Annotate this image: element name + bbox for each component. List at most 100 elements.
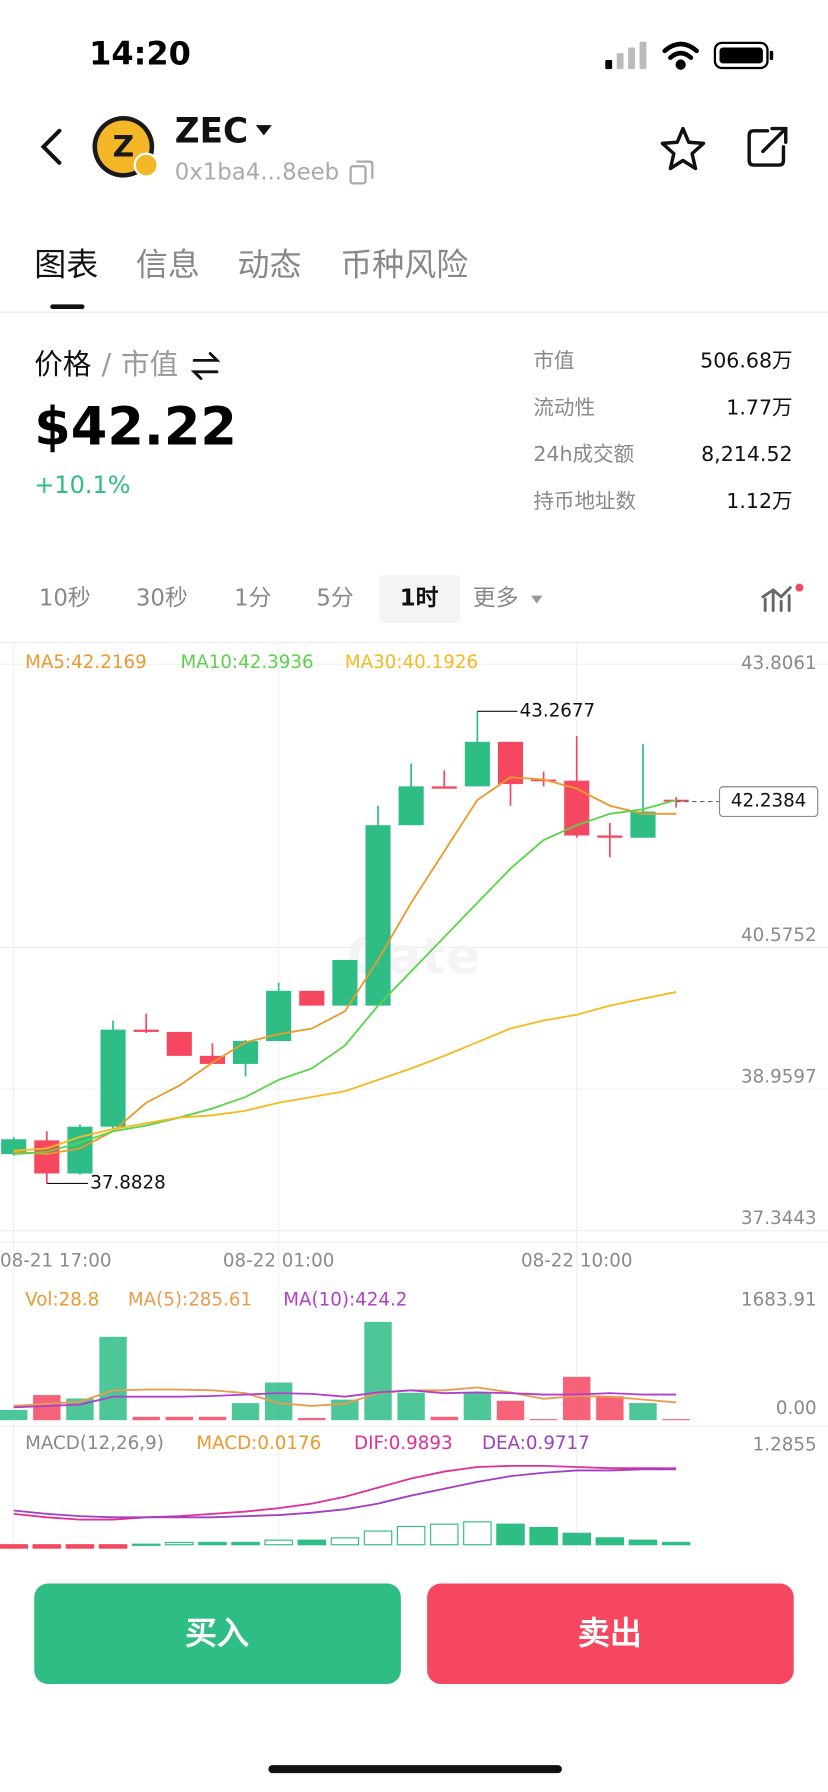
token-address: 0x1ba4...8eeb [175, 160, 339, 186]
token-symbol[interactable]: ZEC [175, 112, 248, 152]
stat-value: 1.12万 [726, 489, 792, 513]
timeframe[interactable]: 1分 [234, 586, 271, 612]
volume-bar [496, 1400, 525, 1421]
candle-body [365, 825, 391, 1006]
indicator-button[interactable] [761, 583, 804, 612]
volume-bar [298, 1417, 326, 1421]
y-tick-label: 1.2855 [753, 1434, 817, 1455]
stat-label: 市值 [533, 349, 574, 373]
price-label[interactable]: 价格 [34, 347, 91, 381]
macd-bar [396, 1525, 426, 1546]
market-cap-label[interactable]: 市值 [121, 347, 178, 381]
volume-bar [99, 1336, 127, 1421]
token-logo: Z [92, 115, 159, 178]
wifi-icon [662, 41, 699, 70]
buy-button[interactable] [34, 1583, 401, 1685]
battery-icon [713, 41, 774, 70]
indicator-line [13, 1389, 677, 1409]
candle-body [232, 1041, 259, 1064]
price-change: +10.1% [34, 471, 130, 499]
indicator-line [13, 799, 677, 1156]
stat-label: 24h成交额 [533, 442, 634, 466]
volume-bar [364, 1322, 392, 1421]
home-indicator [268, 1765, 562, 1774]
macd-bar [562, 1532, 592, 1546]
y-tick-label: 38.9597 [741, 1067, 817, 1088]
volume-bar [231, 1403, 260, 1421]
y-tick-label: 37.3443 [741, 1208, 817, 1229]
macd-bar [0, 1544, 28, 1549]
timeframe[interactable]: 30秒 [136, 586, 188, 612]
legend-entry: MA10:42.3936 [180, 652, 313, 673]
candle-body [199, 1055, 225, 1064]
share-button[interactable] [747, 126, 788, 167]
macd-bar [363, 1530, 393, 1546]
volume-bar [397, 1392, 425, 1421]
back-button[interactable] [40, 128, 62, 165]
volume-bar [198, 1416, 227, 1421]
macd-bar [231, 1541, 260, 1546]
tab-indicator [50, 304, 85, 309]
x-tick-label: 08-21 17:00 [0, 1250, 112, 1271]
candle-body [299, 990, 325, 1006]
timeframe[interactable]: 5分 [316, 586, 353, 612]
candle-body [100, 1029, 126, 1127]
legend-entry: MA(5):285.61 [128, 1289, 252, 1310]
macd-bar [198, 1541, 227, 1546]
buy-button-label[interactable]: 买入 [185, 1614, 249, 1652]
indicator-line [13, 1464, 677, 1521]
legend-entry: MA5:42.2169 [25, 652, 147, 673]
tab[interactable]: 币种风险 [340, 246, 468, 284]
timeframe[interactable]: 1时 [400, 586, 439, 612]
timeframes: 10秒 30秒 1分 5分 1时 更多 [39, 586, 519, 612]
swap-icon[interactable] [190, 352, 221, 381]
stat-label: 流动性 [533, 395, 595, 419]
macd-bar [463, 1521, 492, 1546]
favorite-button[interactable] [660, 126, 706, 171]
tab[interactable]: 信息 [136, 246, 200, 284]
price-separator: / [102, 347, 112, 381]
legend-entry: MA(10):424.2 [283, 1289, 407, 1310]
chart: 43.8061 40.5752 38.9597 37.3443 08-21 17:00 0… [0, 642, 828, 1584]
tab[interactable]: 图表 [34, 246, 98, 284]
macd-bar [429, 1523, 459, 1546]
sell-button[interactable] [427, 1583, 794, 1685]
candle-body [431, 786, 457, 789]
sell-button-label[interactable]: 卖出 [578, 1614, 642, 1652]
price: $42.22 [34, 397, 237, 458]
volume-bar [529, 1419, 558, 1421]
tabs: 图表 信息 动态 币种风险 [34, 246, 468, 284]
macd-bar [595, 1537, 625, 1546]
volume-bar [563, 1376, 591, 1421]
volume-bar [33, 1395, 61, 1421]
timeframe[interactable]: 更多 [473, 586, 519, 612]
svg-text:Z: Z [113, 129, 135, 164]
macd-bar [529, 1526, 558, 1546]
min-label: 37.8828 [90, 1172, 166, 1193]
candle-body [597, 835, 623, 838]
volume-bar [165, 1416, 194, 1421]
macd-bar [661, 1541, 691, 1546]
x-tick-label: 08-22 10:00 [521, 1250, 633, 1271]
y-tick-label: 40.5752 [741, 925, 817, 946]
more-dropdown-icon[interactable] [531, 595, 543, 604]
volume-bar [331, 1399, 359, 1421]
x-tick-label: 08-22 01:00 [223, 1250, 335, 1271]
copy-icon[interactable] [349, 160, 374, 185]
macd-bar [297, 1539, 327, 1546]
volume-bar [0, 1409, 28, 1421]
candle-body [166, 1031, 192, 1056]
dropdown-icon[interactable] [255, 125, 272, 136]
macd-bar [32, 1544, 62, 1549]
stat-value: 1.77万 [726, 395, 792, 419]
volume-bar [132, 1416, 160, 1421]
timeframe[interactable]: 10秒 [39, 586, 91, 612]
tab[interactable]: 动态 [238, 246, 302, 284]
last-price-label: 42.2384 [731, 791, 807, 812]
stat-value: 506.68万 [700, 349, 792, 373]
last-price-box [718, 786, 819, 818]
y-tick-label: 1683.91 [741, 1289, 817, 1310]
